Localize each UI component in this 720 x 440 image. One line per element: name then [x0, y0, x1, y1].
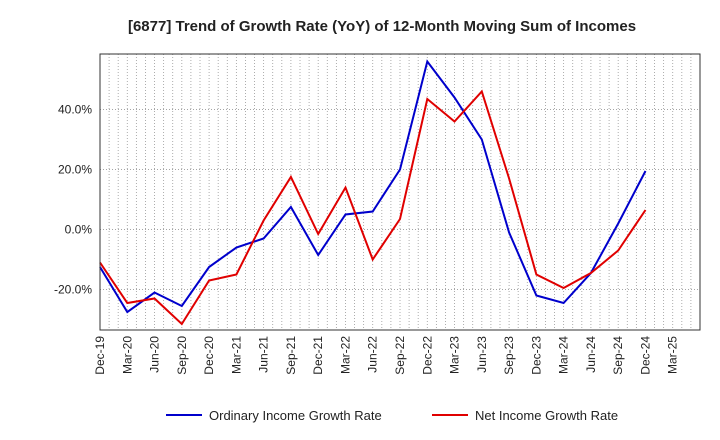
x-tick-label: Jun-21	[257, 336, 271, 373]
plot-border	[99, 53, 701, 331]
x-tick-label: Dec-20	[202, 336, 216, 375]
x-tick-label: Mar-25	[666, 336, 680, 374]
x-axis-ticks: Dec-19 Mar-20 Jun-20 Sep-20 Dec-20 Mar-21 Jun-…	[93, 336, 680, 375]
x-tick-label: Dec-24	[638, 336, 652, 375]
x-tick-label: Dec-21	[311, 336, 325, 375]
series-lines	[99, 59, 647, 326]
x-tick-label: Mar-21	[229, 336, 243, 374]
series-line-1	[99, 59, 647, 314]
y-axis-ticks: -20.0% 0.0% 20.0% 40.0%	[54, 103, 92, 297]
x-tick-label: Jun-23	[475, 336, 489, 373]
x-tick-label: Mar-20	[120, 336, 134, 374]
legend-label: Net Income Growth Rate	[475, 408, 618, 423]
y-tick-label: 0.0%	[65, 223, 93, 237]
legend-label: Ordinary Income Growth Rate	[209, 408, 382, 423]
x-tick-label: Sep-23	[502, 336, 516, 375]
x-tick-label: Jun-22	[366, 336, 380, 373]
chart-title: [6877] Trend of Growth Rate (YoY) of 12-…	[128, 18, 636, 35]
x-tick-label: Dec-22	[420, 336, 434, 375]
x-tick-label: Mar-23	[448, 336, 462, 374]
series-line-2	[99, 89, 647, 326]
x-tick-label: Dec-19	[93, 336, 107, 375]
x-tick-label: Sep-20	[175, 336, 189, 375]
x-tick-label: Mar-22	[338, 336, 352, 374]
x-tick-label: Jun-24	[584, 336, 598, 373]
x-tick-label: Sep-22	[393, 336, 407, 375]
grid-lines	[100, 54, 700, 330]
x-tick-label: Sep-24	[611, 336, 625, 375]
x-tick-label: Mar-24	[557, 336, 571, 374]
x-tick-label: Sep-21	[284, 336, 298, 375]
x-tick-label: Jun-20	[148, 336, 162, 373]
y-tick-label: -20.0%	[54, 283, 92, 297]
x-tick-label: Dec-23	[529, 336, 543, 375]
y-tick-label: 40.0%	[58, 103, 92, 117]
y-tick-label: 20.0%	[58, 163, 92, 177]
legend: Ordinary Income Growth Rate Net Income Gr…	[166, 408, 618, 423]
